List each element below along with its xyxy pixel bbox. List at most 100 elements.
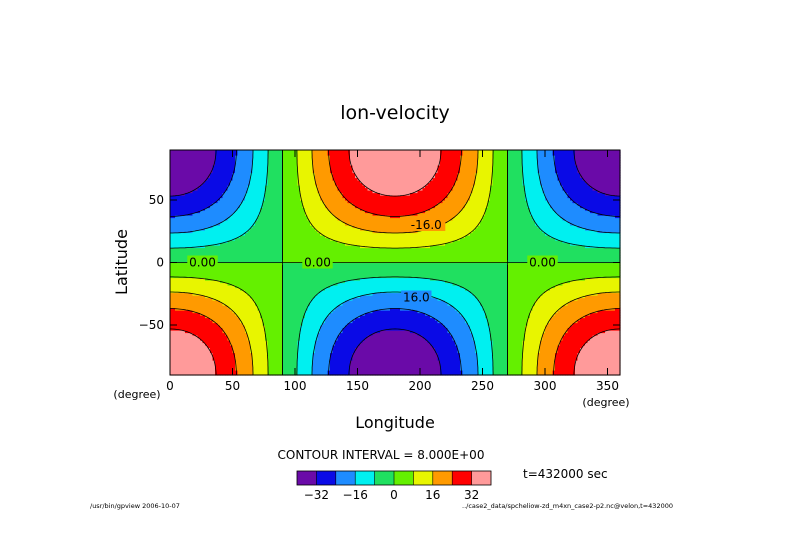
- contour-cell: [170, 340, 174, 344]
- contour-cell: [170, 160, 174, 164]
- contour-cell: [170, 265, 174, 269]
- contour-cell: [175, 265, 179, 269]
- contour-cell: [182, 257, 186, 261]
- contour-cell: [185, 280, 189, 284]
- contour-cell: [170, 210, 174, 214]
- contour-cell: [185, 340, 189, 344]
- contour-cell: [192, 175, 196, 179]
- contour-cell: [170, 370, 174, 374]
- contour-cell: [185, 242, 189, 246]
- contour-cell: [170, 295, 174, 299]
- contour-cell: [200, 332, 204, 336]
- contour-cell: [177, 230, 181, 234]
- contour-cell: [172, 347, 176, 351]
- contour-cell: [180, 227, 184, 231]
- contour-cell: [187, 372, 191, 376]
- contour-cell: [187, 182, 191, 186]
- contour-cell: [170, 337, 174, 341]
- contour-cell: [185, 290, 189, 294]
- contour-cell: [197, 282, 201, 286]
- contour-cell: [177, 217, 181, 221]
- contour-cell: [172, 172, 176, 176]
- contour-cell: [172, 335, 176, 339]
- contour-cell: [185, 355, 189, 359]
- contour-cell: [177, 187, 181, 191]
- contour-cell: [190, 187, 194, 191]
- contour-cell: [170, 302, 174, 306]
- contour-cell: [185, 305, 189, 309]
- contour-cell: [197, 232, 201, 236]
- contour-cell: [195, 160, 199, 164]
- contour-cell: [177, 185, 181, 189]
- contour-cell: [195, 290, 199, 294]
- contour-cell: [177, 237, 181, 241]
- contour-cell: [190, 350, 194, 354]
- contour-cell: [192, 152, 196, 156]
- contour-cell: [182, 200, 186, 204]
- contour-cell: [172, 360, 176, 364]
- contour-cell: [175, 197, 179, 201]
- contour-cell: [185, 285, 189, 289]
- contour-cell: [190, 205, 194, 209]
- contour-cell: [200, 310, 204, 314]
- contour-cell: [180, 270, 184, 274]
- contour-cell: [195, 207, 199, 211]
- contour-cell: [182, 212, 186, 216]
- contour-cell: [195, 272, 199, 276]
- contour-cell: [200, 297, 204, 301]
- contour-cell: [175, 255, 179, 259]
- contour-cell: [185, 327, 189, 331]
- contour-cell: [195, 357, 199, 361]
- contour-cell: [197, 320, 201, 324]
- contour-cell: [192, 360, 196, 364]
- contour-cell: [172, 355, 176, 359]
- contour-cell: [177, 270, 181, 274]
- contour-cell: [170, 282, 174, 286]
- contour-cell: [177, 325, 181, 329]
- contour-cell: [172, 312, 176, 316]
- contour-cell: [172, 220, 176, 224]
- contour-cell: [192, 325, 196, 329]
- contour-cell: [185, 155, 189, 159]
- contour-cell: [182, 207, 186, 211]
- contour-cell: [195, 150, 199, 154]
- contour-cell: [180, 250, 184, 254]
- contour-cell: [185, 357, 189, 361]
- contour-cell: [182, 292, 186, 296]
- contour-cell: [187, 172, 191, 176]
- contour-cell: [187, 367, 191, 371]
- contour-cell: [182, 255, 186, 259]
- contour-cell: [197, 370, 201, 374]
- contour-cell: [182, 272, 186, 276]
- contour-cell: [182, 195, 186, 199]
- contour-cell: [192, 295, 196, 299]
- contour-cell: [180, 152, 184, 156]
- contour-cell: [197, 155, 201, 159]
- contour-cell: [175, 152, 179, 156]
- contour-cell: [185, 232, 189, 236]
- contour-cell: [187, 242, 191, 246]
- contour-cell: [182, 165, 186, 169]
- contour-cell: [177, 357, 181, 361]
- contour-cell: [197, 285, 201, 289]
- contour-cell: [187, 337, 191, 341]
- contour-cell: [182, 320, 186, 324]
- contour-cell: [197, 207, 201, 211]
- contour-cell: [172, 350, 176, 354]
- contour-cell: [197, 315, 201, 319]
- contour-cell: [190, 365, 194, 369]
- contour-cell: [182, 307, 186, 311]
- contour-cell: [172, 330, 176, 334]
- contour-cell: [195, 222, 199, 226]
- contour-cell: [187, 247, 191, 251]
- contour-cell: [190, 232, 194, 236]
- contour-cell: [170, 350, 174, 354]
- contour-cell: [170, 372, 174, 376]
- contour-cell: [170, 185, 174, 189]
- contour-cell: [177, 317, 181, 321]
- contour-cell: [180, 252, 184, 256]
- contour-cell: [175, 322, 179, 326]
- contour-cell: [170, 252, 174, 256]
- contour-cell: [190, 200, 194, 204]
- contour-cell: [180, 230, 184, 234]
